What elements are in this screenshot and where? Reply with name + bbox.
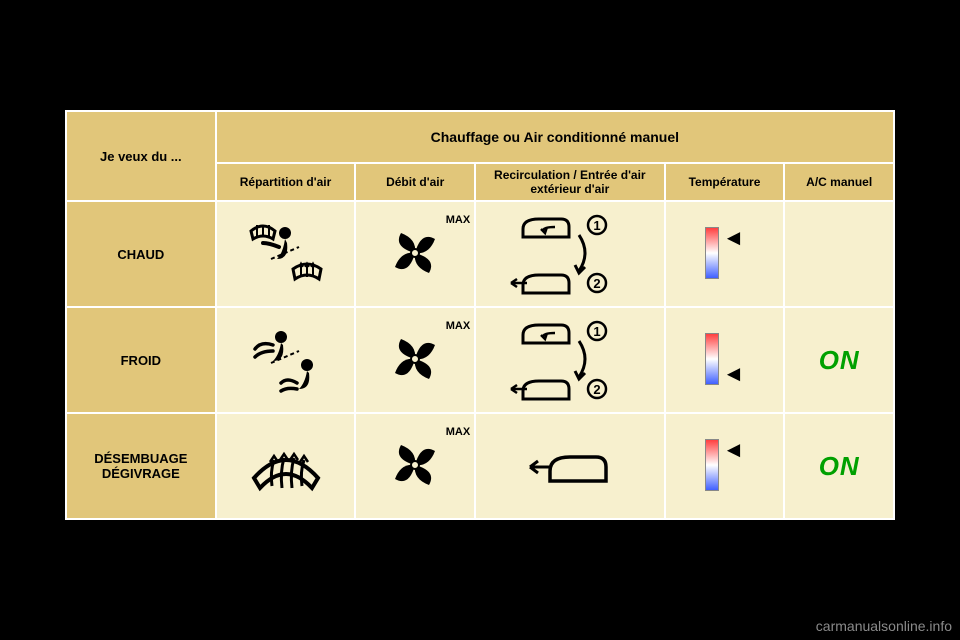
fan-icon [388, 226, 442, 280]
col-ac: A/C manuel [784, 163, 894, 201]
cell-chaud-debit: MAX [355, 201, 475, 307]
recirc-two-step-icon: 1 2 [505, 315, 635, 405]
table-row: CHAUD MAX [66, 201, 894, 307]
header-top: Chauffage ou Air conditionné manuel [216, 111, 894, 163]
cell-defrost-recirc [475, 413, 665, 519]
watermark: carmanualsonline.info [816, 618, 952, 634]
cell-chaud-ac [784, 201, 894, 307]
temp-indicator-hot: ◄ [705, 439, 745, 491]
cell-defrost-temp: ◄ [665, 413, 785, 519]
col-repartition: Répartition d'air [216, 163, 356, 201]
cell-froid-debit: MAX [355, 307, 475, 413]
cell-froid-recirc: 1 2 [475, 307, 665, 413]
cell-chaud-distribution [216, 201, 356, 307]
cell-defrost-ac: ON [784, 413, 894, 519]
hvac-table: Je veux du ... Chauffage ou Air conditio… [65, 110, 895, 520]
cell-froid-distribution [216, 307, 356, 413]
air-distribution-chaud-icon [241, 219, 331, 289]
ac-on-text: ON [819, 451, 860, 481]
fan-max-label: MAX [446, 426, 470, 438]
recirc-two-step-icon: 1 2 [505, 209, 635, 299]
cell-froid-temp: ◄ [665, 307, 785, 413]
fan-max-label: MAX [446, 320, 470, 332]
cell-chaud-temp: ◄ [665, 201, 785, 307]
row-label-chaud: CHAUD [66, 201, 216, 307]
hvac-table-container: Je veux du ... Chauffage ou Air conditio… [65, 110, 895, 520]
fan-max-label: MAX [446, 214, 470, 226]
col-debit: Débit d'air [355, 163, 475, 201]
defrost-icon [246, 436, 326, 496]
row-label-froid: FROID [66, 307, 216, 413]
svg-text:1: 1 [593, 218, 600, 233]
cell-defrost-debit: MAX [355, 413, 475, 519]
svg-text:2: 2 [593, 276, 600, 291]
table-row: DÉSEMBUAGEDÉGIVRAGE MAX [66, 413, 894, 519]
temp-indicator-cold: ◄ [705, 333, 745, 385]
air-distribution-froid-icon [241, 325, 331, 395]
fan-icon [388, 332, 442, 386]
ac-on-text: ON [819, 345, 860, 375]
cell-defrost-distribution [216, 413, 356, 519]
row-label-defrost: DÉSEMBUAGEDÉGIVRAGE [66, 413, 216, 519]
col-recirc: Recirculation / Entrée d'air extérieur d… [475, 163, 665, 201]
svg-text:2: 2 [593, 382, 600, 397]
cell-froid-ac: ON [784, 307, 894, 413]
header-side: Je veux du ... [66, 111, 216, 201]
temp-indicator-hot: ◄ [705, 227, 745, 279]
cell-chaud-recirc: 1 2 [475, 201, 665, 307]
table-row: FROID MAX [66, 307, 894, 413]
exterior-air-icon [520, 441, 620, 491]
col-temp: Température [665, 163, 785, 201]
svg-text:1: 1 [593, 324, 600, 339]
fan-icon [388, 438, 442, 492]
